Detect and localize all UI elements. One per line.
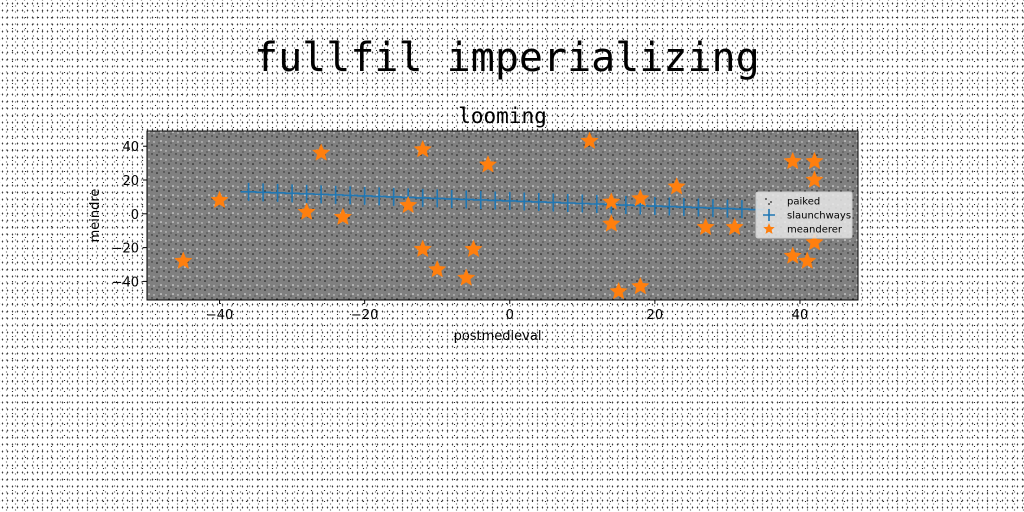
- slaunchways-point: [313, 185, 330, 204]
- slaunchways-point: [690, 198, 707, 217]
- slaunchways-point: [661, 197, 678, 216]
- slaunchways-point: [255, 183, 272, 202]
- legend-label: slaunchways: [787, 211, 851, 222]
- slaunchways-point: [530, 192, 547, 211]
- y-tick-label: 40: [122, 140, 139, 155]
- meanderer-point: [478, 155, 498, 173]
- y-tick-label: −40: [112, 275, 139, 290]
- legend-label: meanderer: [787, 225, 843, 236]
- meanderer-point: [174, 251, 193, 269]
- slaunchways-point: [704, 199, 721, 218]
- plot-frame: [146, 130, 859, 301]
- meanderer-point: [667, 177, 686, 195]
- slaunchways-point: [675, 198, 692, 217]
- paiked-dots: [147, 131, 858, 300]
- meanderer-point: [398, 195, 418, 214]
- meanderer-point: [602, 214, 621, 232]
- slaunchways-point: [298, 184, 315, 203]
- meanderer-point: [798, 251, 817, 269]
- meanderer-point: [805, 151, 824, 170]
- meanderer-point: [631, 276, 650, 295]
- meanderer-point: [725, 217, 744, 236]
- slaunchways-point: [385, 187, 402, 206]
- x-tick-label: −20: [351, 308, 378, 323]
- slaunchways-point: [646, 197, 663, 216]
- meanderer-point: [631, 188, 650, 207]
- slaunchways-point: [342, 186, 359, 205]
- x-tick-label: 0: [506, 308, 514, 323]
- slaunchways-point: [733, 200, 750, 219]
- slaunchways-point: [719, 199, 736, 218]
- x-tick-label: −40: [206, 308, 233, 323]
- slaunchways-point: [414, 188, 431, 207]
- meanderer-point: [333, 207, 353, 226]
- meanderer-point: [311, 143, 331, 161]
- slaunchways-point: [574, 194, 591, 213]
- meanderer-point: [413, 139, 432, 158]
- slaunchways-point: [356, 186, 373, 205]
- meanderer-point: [783, 151, 802, 170]
- slaunchways-point: [240, 182, 257, 201]
- y-tick-label: 20: [122, 174, 139, 189]
- x-tick-label: 20: [647, 308, 664, 323]
- plot-area: [146, 130, 859, 301]
- meanderer-point: [210, 190, 229, 209]
- slaunchways-point: [284, 184, 301, 203]
- slaunchways-point: [472, 190, 489, 209]
- meanderer-point: [609, 281, 628, 300]
- meanderer-point: [696, 217, 715, 236]
- slaunchways-point: [458, 190, 475, 209]
- x-axis-label: postmedieval: [454, 329, 542, 344]
- legend-label: paiked: [787, 197, 820, 208]
- slaunchways-point: [429, 189, 446, 208]
- slaunchways-point: [487, 191, 504, 210]
- slaunchways-point: [588, 195, 605, 214]
- x-tick-label: 40: [792, 308, 809, 323]
- legend-marker-dot: [768, 203, 770, 205]
- axis-ticks: −40 −20 0 20 40 −40 −20 0 20 40: [112, 140, 809, 323]
- legend-box: [755, 191, 853, 239]
- slaunchways-point: [559, 193, 576, 212]
- legend-marker-plus: [763, 209, 775, 221]
- slaunchways-point: [443, 189, 460, 208]
- slaunchways-point: [371, 187, 388, 206]
- meanderer-point: [805, 170, 824, 188]
- chart-title: looming: [458, 104, 547, 128]
- slaunchways-point: [617, 196, 634, 215]
- slaunchways-point: [269, 183, 286, 202]
- y-tick-label: −20: [112, 242, 139, 257]
- legend-marker-dot: [765, 198, 767, 200]
- slaunchways-point: [545, 193, 562, 212]
- meanderer-point: [580, 131, 599, 149]
- y-tick-label: 0: [131, 208, 139, 223]
- meanderer-point: [428, 259, 447, 278]
- meanderer-point: [783, 246, 802, 264]
- meanderer-point: [602, 192, 621, 210]
- y-axis-label: meindre: [88, 189, 103, 243]
- slaunchways-point: [327, 185, 344, 204]
- legend: paiked slaunchways meanderer: [755, 191, 853, 239]
- meanderer-point: [457, 268, 476, 286]
- meanderer-point: [464, 239, 483, 258]
- figure-title: fullfil imperializing: [254, 35, 760, 81]
- slaunchways-point: [516, 192, 533, 211]
- legend-marker-dot: [770, 201, 772, 203]
- legend-marker-star: [763, 223, 775, 234]
- meanderer-point: [805, 232, 824, 251]
- meanderer-point: [413, 239, 432, 258]
- meanderer-point: [297, 202, 316, 220]
- chart-marks: [174, 131, 824, 300]
- slaunchways-point: [501, 191, 518, 210]
